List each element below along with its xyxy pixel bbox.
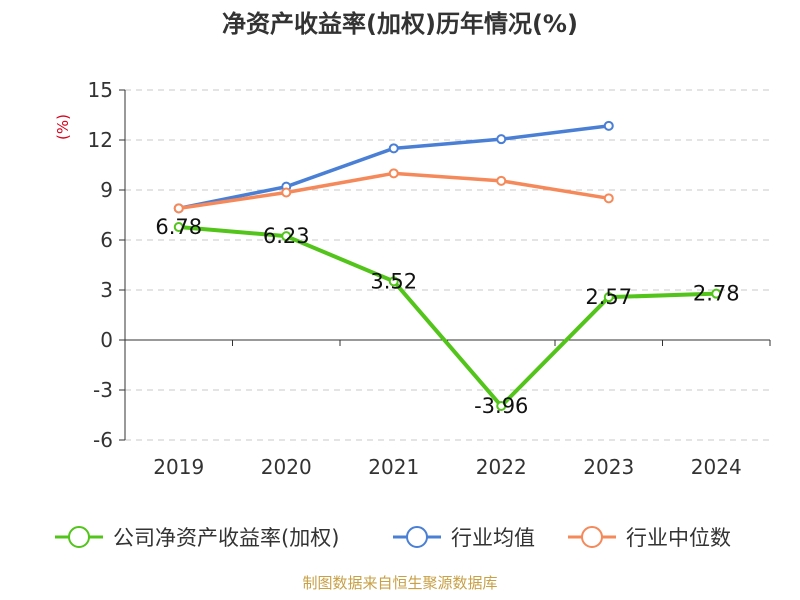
- x-tick-label: 2019: [153, 455, 204, 479]
- legend-item: 行业均值: [393, 526, 535, 550]
- data-label: 6.23: [263, 224, 310, 248]
- x-tick-label: 2022: [476, 455, 527, 479]
- legend-marker-icon: [406, 526, 428, 548]
- y-tick-label: -6: [93, 428, 113, 452]
- data-point: [173, 203, 184, 214]
- series-lines: [173, 120, 722, 411]
- legend-marker-icon: [581, 526, 603, 548]
- source-note: 制图数据来自恒生聚源数据库: [302, 574, 497, 592]
- data-point: [173, 222, 184, 232]
- data-label: 2.57: [585, 285, 632, 309]
- y-tick-label: 9: [100, 178, 113, 202]
- legend-item: 公司净资产收益率(加权): [55, 526, 339, 550]
- grid-lines: [125, 89, 770, 441]
- legend-label: 行业中位数: [626, 526, 731, 550]
- data-point: [496, 401, 507, 411]
- y-tick-label: -3: [93, 378, 113, 402]
- data-label: -3.96: [474, 394, 528, 418]
- data-point: [281, 187, 292, 198]
- y-tick-label: 12: [88, 128, 113, 152]
- legend-marker-icon: [68, 526, 90, 548]
- data-point: [603, 193, 614, 204]
- x-tick-labels: 2019 2020 2021 2022 2023 2024: [153, 455, 741, 479]
- chart-title: 净资产收益率(加权)历年情况(%): [222, 10, 578, 38]
- x-tick-label: 2024: [691, 455, 742, 479]
- y-axis-label: (%): [54, 114, 72, 140]
- axes: [119, 89, 771, 441]
- y-tick-label: 0: [100, 328, 113, 352]
- legend-item: 行业中位数: [568, 526, 731, 550]
- y-tick-label: 3: [100, 278, 113, 302]
- series-line: [176, 225, 719, 408]
- data-point: [711, 288, 722, 299]
- y-tick-labels: 15 12 9 6 3 0 -3 -6: [88, 78, 113, 452]
- data-point: [603, 292, 614, 303]
- series-line: [177, 124, 611, 211]
- data-label: 3.52: [370, 269, 417, 293]
- series-line: [177, 171, 611, 211]
- data-point: [388, 168, 399, 179]
- data-labels: 6.78 6.23 3.52 -3.96 2.57 2.78: [155, 215, 739, 418]
- data-point: [603, 120, 614, 131]
- data-label: 2.78: [693, 282, 740, 306]
- data-point: [388, 143, 399, 154]
- x-tick-label: 2023: [583, 455, 634, 479]
- data-label: 6.78: [155, 215, 202, 239]
- data-point: [496, 134, 507, 145]
- data-point: [281, 231, 292, 242]
- y-tick-label: 6: [100, 228, 113, 252]
- legend-label: 行业均值: [451, 526, 535, 550]
- x-tick-label: 2021: [368, 455, 419, 479]
- x-tick-label: 2020: [261, 455, 312, 479]
- y-tick-label: 15: [88, 78, 113, 102]
- legend: 公司净资产收益率(加权) 行业均值 行业中位数: [55, 526, 731, 550]
- data-point: [388, 276, 399, 287]
- data-point: [496, 175, 507, 186]
- legend-label: 公司净资产收益率(加权): [113, 526, 339, 550]
